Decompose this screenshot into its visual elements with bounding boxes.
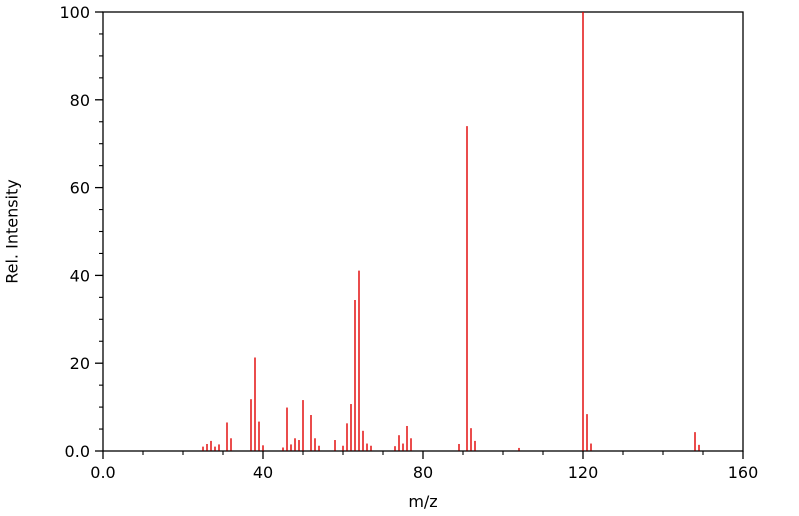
y-axis-label: Rel. Intensity bbox=[2, 179, 22, 284]
x-axis-label: m/z bbox=[408, 492, 438, 511]
y-tick-label: 80 bbox=[70, 91, 90, 110]
x-tick-label: 160 bbox=[728, 463, 759, 482]
x-tick-label: 40 bbox=[253, 463, 273, 482]
y-tick-label: 20 bbox=[70, 354, 90, 373]
x-tick-label: 80 bbox=[413, 463, 433, 482]
x-tick-label: 0.0 bbox=[90, 463, 115, 482]
y-tick-label: 0.0 bbox=[65, 442, 90, 461]
y-tick-label: 100 bbox=[59, 3, 90, 22]
y-tick-label: 40 bbox=[70, 266, 90, 285]
plot-frame bbox=[102, 11, 744, 452]
y-tick-label: 60 bbox=[70, 179, 90, 198]
x-tick-label: 120 bbox=[568, 463, 599, 482]
